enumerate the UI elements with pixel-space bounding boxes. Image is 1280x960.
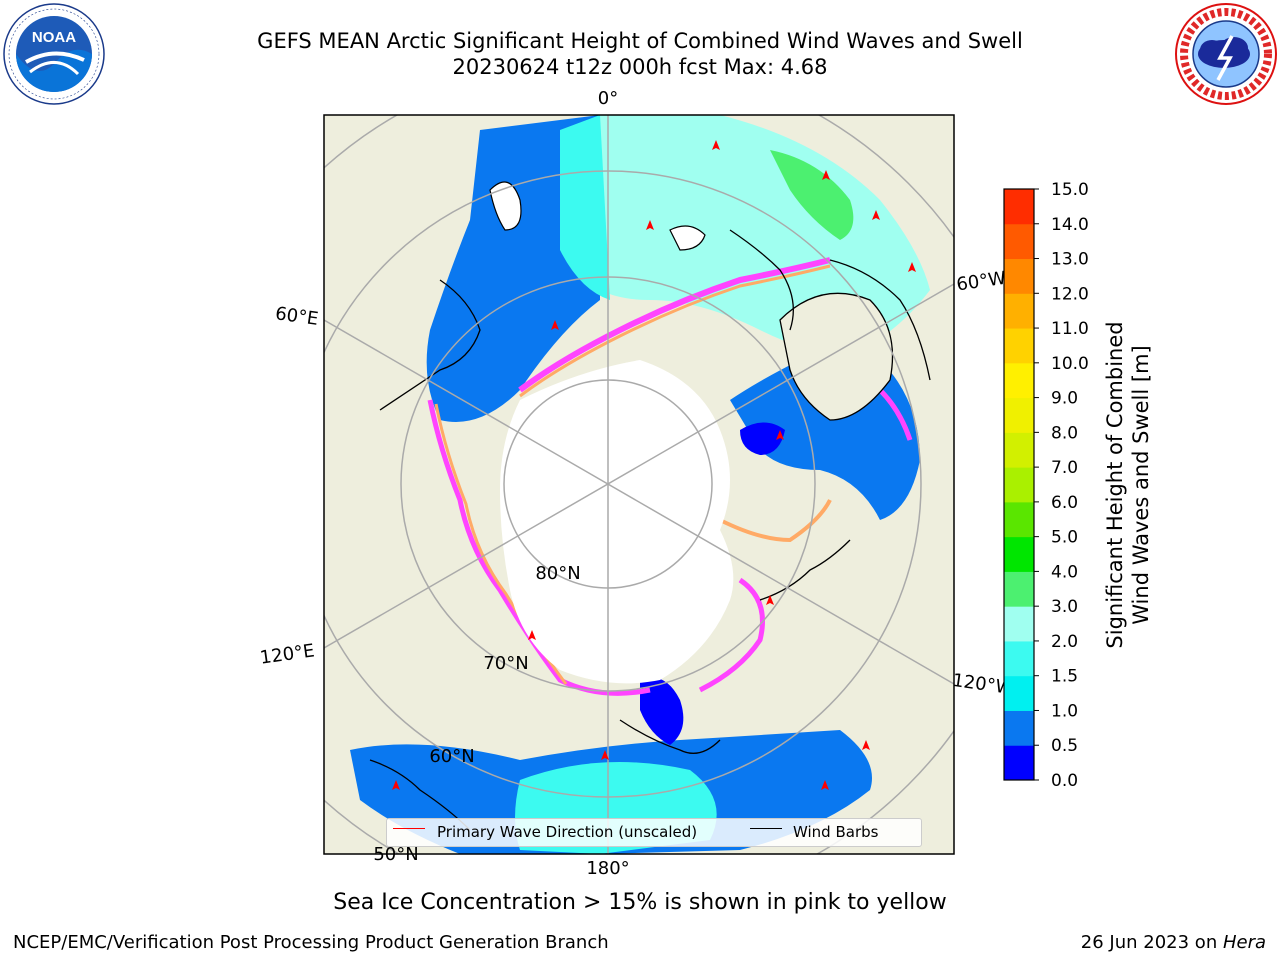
wave-arrow <box>551 320 559 330</box>
atlantic-ocean-region <box>600 115 930 353</box>
wave-arrow <box>872 210 880 220</box>
footer-host: Hera <box>1222 932 1266 953</box>
wave-arrow <box>821 780 829 790</box>
footer-producer: NCEP/EMC/Verification Post Processing Pr… <box>13 932 609 953</box>
colorbar-tick-label: 1.0 <box>1051 701 1078 721</box>
legend-primary-wave-label: Primary Wave Direction (unscaled) <box>437 823 698 841</box>
greenland-land <box>779 292 894 421</box>
wave-arrow <box>908 262 916 272</box>
colorbar-tick-label: 9.0 <box>1051 389 1078 409</box>
colorbar-bin <box>1004 432 1034 468</box>
colorbar-bin <box>1004 501 1034 538</box>
colorbar-tick-label: 14.0 <box>1051 215 1089 235</box>
colorbar-tick-label: 3.0 <box>1051 597 1078 617</box>
colorbar-bin <box>1004 640 1034 677</box>
colorbar-bin <box>1004 258 1034 294</box>
nws-logo <box>1175 3 1277 105</box>
legend-wind-barbs-label: Wind Barbs <box>793 823 879 841</box>
colorbar-title-line1: Significant Height of Combined <box>1103 321 1127 649</box>
chart-subtitle: 20230624 t12z 000h fcst Max: 4.68 <box>452 55 828 79</box>
colorbar-title-line2: Wind Waves and Swell [m] <box>1129 345 1153 625</box>
meridian-120e-60w <box>324 283 954 649</box>
colorbar-tick-label: 6.0 <box>1051 493 1078 513</box>
colorbar-bin <box>1004 223 1034 260</box>
wave-arrow <box>766 595 774 605</box>
wave-arrow <box>601 750 609 760</box>
colorbar-title: Significant Height of Combined Wind Wave… <box>1102 321 1154 648</box>
barents-sea-region <box>426 115 600 422</box>
colorbar-tick-label: 0.0 <box>1051 771 1078 791</box>
wave-arrow <box>712 140 720 150</box>
colorbar-frame <box>1003 188 1035 781</box>
noaa-logo: NOAA <box>3 3 105 105</box>
colorbar: 0.0 0.5 1.0 1.5 2.0 3.0 4.0 5.0 6.0 7.0 8.0 9.0 10.0… <box>1003 180 1089 791</box>
colorbar-tick-label: 4.0 <box>1051 562 1078 582</box>
footer-date-text: 26 Jun 2023 on <box>1080 932 1223 953</box>
colorbar-bin <box>1004 293 1034 329</box>
colorbar-bin <box>1004 571 1034 607</box>
colorbar-bin <box>1004 536 1034 572</box>
wave-arrow <box>392 780 400 790</box>
colorbar-bin <box>1004 189 1034 225</box>
lon-label-60e: 60°E <box>274 303 320 330</box>
svalbard-land <box>669 225 706 251</box>
legend-wind-barbs-swatch <box>750 828 782 829</box>
wave-arrow <box>776 430 784 440</box>
norwegian-sea-cyan <box>560 115 610 300</box>
sea-ice-caption: Sea Ice Concentration > 15% is shown in … <box>333 890 947 915</box>
colorbar-bin <box>1004 745 1034 781</box>
colorbar-tick-label: 0.5 <box>1051 736 1078 756</box>
colorbar-tick-label: 12.0 <box>1051 284 1089 304</box>
colorbar-tick-label: 5.0 <box>1051 528 1078 548</box>
novaya-zemlya-land <box>489 181 522 231</box>
chart-title: GEFS MEAN Arctic Significant Height of C… <box>257 29 1023 53</box>
colorbar-bin <box>1004 467 1034 503</box>
wave-arrow <box>862 740 870 750</box>
colorbar-tick-label: 1.5 <box>1051 667 1078 687</box>
colorbar-bin <box>1004 606 1034 642</box>
map-legend: Primary Wave Direction (unscaled) Wind B… <box>386 818 922 847</box>
noaa-logo-text: NOAA <box>32 29 76 46</box>
wave-arrow <box>528 630 536 640</box>
hudson-bay-dark <box>740 422 785 455</box>
colorbar-tick-label: 15.0 <box>1051 180 1089 200</box>
primary-wave-direction-arrows <box>392 140 916 790</box>
central-arctic-ice <box>500 360 734 684</box>
lat-label-80n: 80°N <box>535 563 580 584</box>
map-frame <box>323 114 955 855</box>
lon-label-180: 180° <box>586 858 629 879</box>
footer-date: 26 Jun 2023 on Hera <box>1081 932 1266 953</box>
lon-label-120e: 120°E <box>259 640 316 668</box>
colorbar-tick-label: 13.0 <box>1051 250 1089 270</box>
colorbar-tick-label: 8.0 <box>1051 423 1078 443</box>
colorbar-bin <box>1004 328 1034 364</box>
lon-label-60w: 60°W <box>955 268 1007 296</box>
colorbar-bin <box>1004 675 1034 711</box>
lat-label-60n: 60°N <box>429 746 474 767</box>
colorbar-bin <box>1004 710 1034 746</box>
wave-arrow <box>646 220 654 230</box>
lat-label-70n: 70°N <box>483 653 528 674</box>
colorbar-tick-label: 10.0 <box>1051 354 1089 374</box>
colorbar-bin <box>1004 362 1034 399</box>
lon-label-0: 0° <box>598 88 618 109</box>
colorbar-tick-label: 7.0 <box>1051 458 1078 478</box>
bering-strait-dark <box>640 677 684 745</box>
colorbar-bin <box>1004 397 1034 433</box>
wave-arrow <box>822 170 830 180</box>
graticule <box>324 115 954 854</box>
greenland-sea-swell <box>770 150 854 240</box>
legend-primary-wave-swatch <box>393 828 425 829</box>
colorbar-tick-label: 11.0 <box>1051 319 1089 339</box>
lat-label-50n: 50°N <box>373 844 418 865</box>
meridian-60e-120w <box>324 319 954 685</box>
colorbar-tick-label: 2.0 <box>1051 632 1078 652</box>
